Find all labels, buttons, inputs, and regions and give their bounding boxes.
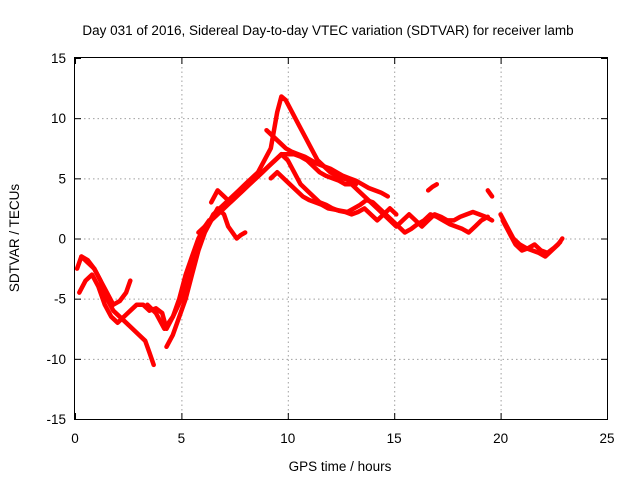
- x-tick-label: 20: [493, 431, 508, 446]
- series-arc-13: [500, 218, 563, 256]
- y-tick-label: -5: [54, 292, 66, 307]
- series-layer: [74, 94, 565, 368]
- x-tick-label: 0: [71, 431, 79, 446]
- x-tick-label: 5: [178, 431, 186, 446]
- y-tick-label: 10: [51, 111, 66, 126]
- series-arc-9: [264, 127, 391, 199]
- plot-frame: [74, 57, 608, 420]
- series-arc-10: [425, 182, 440, 193]
- x-tick-label: 10: [280, 431, 295, 446]
- y-axis-label: SDTVAR / TECUs: [7, 184, 22, 293]
- y-tick-label: -10: [46, 352, 66, 367]
- y-tick-label: 5: [58, 171, 66, 186]
- chart-title: Day 031 of 2016, Sidereal Day-to-day VTE…: [82, 23, 573, 38]
- x-tick-label: 25: [599, 431, 614, 446]
- x-tick-label: 15: [387, 431, 402, 446]
- y-tick-label: 15: [51, 51, 66, 66]
- series-arc-3: [79, 254, 133, 307]
- ticks: 0 5 10 15 20 25 -15 -10 -5 0 5 10 15: [46, 51, 614, 446]
- y-tick-label: -15: [46, 412, 66, 427]
- series-arc-11: [485, 188, 495, 199]
- x-axis-label: GPS time / hours: [289, 459, 392, 474]
- series-arc-8: [268, 170, 491, 235]
- series-arc-2: [77, 218, 212, 332]
- y-tick-label: 0: [58, 232, 66, 247]
- series-arc-6: [196, 206, 248, 241]
- series-arc-1: [74, 254, 156, 368]
